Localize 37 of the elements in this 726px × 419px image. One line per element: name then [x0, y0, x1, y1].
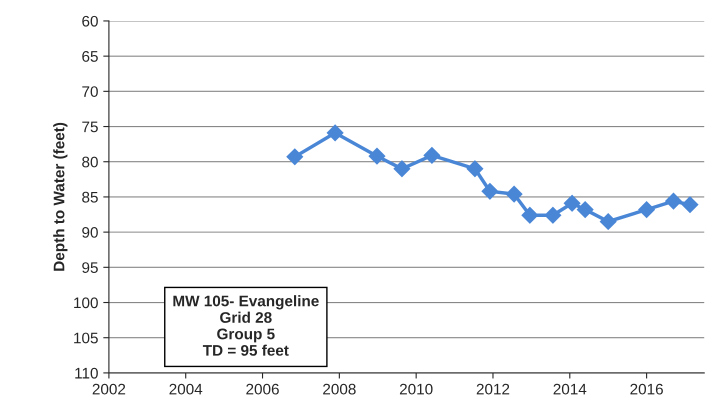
y-tick-label: 60 [82, 16, 98, 27]
point [368, 148, 386, 164]
annotation: MW 105- Evangeline Grid 28 Group 5 TD = 95 feet [173, 295, 319, 356]
point [600, 213, 617, 230]
point [564, 194, 580, 212]
y-tick-label: 95 [82, 262, 98, 274]
x-tick-label: 2008 [323, 384, 356, 395]
point [682, 196, 698, 214]
y-tick-label: 65 [82, 51, 98, 62]
point [544, 206, 562, 224]
x-tick-label: 2014 [554, 384, 586, 395]
point [394, 160, 410, 178]
x-tick-label: 2012 [476, 384, 510, 395]
x-tick-label: 2002 [92, 384, 126, 395]
y-tick-label: 105 [74, 332, 98, 344]
y-tick-label: 70 [82, 86, 98, 98]
y-tick-label: 80 [82, 156, 98, 168]
point [638, 201, 655, 218]
point [521, 206, 538, 224]
point [286, 148, 304, 166]
x-tick-label: 2016 [630, 384, 663, 395]
y-axis-title: Depth to Water (feet) [53, 122, 68, 271]
point [506, 186, 522, 202]
point [576, 201, 594, 218]
x-tick-label: 2006 [246, 384, 279, 395]
point [466, 160, 484, 178]
y-tick-label: 110 [75, 368, 98, 379]
y-tick-label: 85 [82, 192, 98, 203]
point [326, 124, 344, 142]
point [424, 147, 440, 164]
point [482, 182, 498, 200]
x-tick-label: 2010 [400, 384, 433, 395]
x-tick-label: 2004 [169, 384, 202, 395]
y-tick-label: 90 [82, 226, 98, 238]
y-tick-label: 100 [74, 297, 98, 308]
y-tick-label: 75 [82, 122, 98, 132]
point [665, 192, 682, 210]
